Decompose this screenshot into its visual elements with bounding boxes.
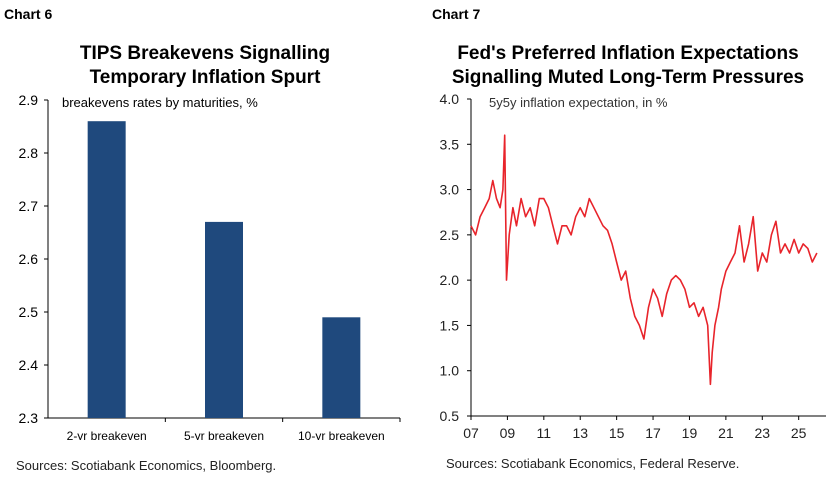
- chart7-title-line-1: Fed's Preferred Inflation Expectations: [457, 43, 799, 64]
- chart6-y-tick-label: 2.3: [19, 410, 39, 426]
- chart7-y-tick-label: 0.5: [440, 408, 460, 424]
- chart7-x-tick-label: 21: [718, 425, 734, 441]
- chart6-y-tick-label: 2.9: [19, 92, 39, 108]
- chart7-x-tick-label: 23: [754, 425, 770, 441]
- chart6-title-line-1: TIPS Breakevens Signalling: [79, 43, 331, 64]
- chart7-y-tick-label: 3.5: [440, 136, 460, 152]
- chart7-x-tick-label: 11: [537, 425, 552, 441]
- chart6-y-tick-label: 2.4: [19, 357, 39, 373]
- chart6-subtitle: breakevens rates by maturities, %: [62, 95, 258, 110]
- chart6-x-tick-label: 2-yr breakeven: [67, 429, 147, 440]
- chart7-subtitle: 5y5y inflation expectation, in %: [489, 95, 668, 110]
- chart7-series-line: [470, 134, 818, 386]
- chart7-label: Chart 7: [432, 6, 481, 22]
- chart7-y-tick-label: 4.0: [440, 91, 460, 107]
- chart6-plot: breakevens rates by maturities, % 2.9 2.8…: [19, 92, 401, 440]
- chart6-source: Sources: Scotiabank Economics, Bloomberg…: [16, 458, 277, 473]
- chart7-title: Fed's Preferred Inflation Expectations S…: [428, 42, 828, 90]
- chart6-label: Chart 6: [4, 6, 53, 22]
- chart6-y-tick-label: 2.8: [19, 145, 39, 161]
- chart6-title-line-2: Temporary Inflation Spurt: [89, 67, 321, 88]
- chart7-x-tick-label: 13: [572, 425, 588, 441]
- chart7-y-tick-label: 3.0: [440, 182, 460, 198]
- chart7-x-tick-label: 09: [500, 425, 516, 441]
- chart6-y-tick-label: 2.6: [19, 251, 39, 267]
- chart6-x-tick-label: 10-yr breakeven: [298, 429, 385, 440]
- chart7-y-tick-label: 1.5: [440, 317, 460, 333]
- chart6-x-tick-label: 5-yr breakeven: [184, 429, 264, 440]
- chart6-bar: [87, 121, 126, 418]
- chart7-x-tick-label: 07: [463, 425, 479, 441]
- chart7-title-line-2: Signalling Muted Long-Term Pressures: [451, 67, 805, 88]
- chart7-x-tick-label: 25: [791, 425, 807, 441]
- chart7-y-tick-label: 2.5: [440, 227, 460, 243]
- chart6-bar: [205, 221, 243, 418]
- chart6-title: TIPS Breakevens Signalling Temporary Inf…: [40, 42, 370, 90]
- chart7-x-tick-label: 15: [609, 425, 625, 441]
- chart7-x-tick-label: 17: [645, 425, 661, 441]
- chart7-y-tick-label: 2.0: [440, 272, 460, 288]
- chart6-y-tick-label: 2.7: [19, 198, 39, 214]
- chart6-y-tick-label: 2.5: [19, 304, 39, 320]
- chart7-source: Sources: Scotiabank Economics, Federal R…: [446, 456, 740, 471]
- chart7-x-tick-label: 19: [682, 425, 698, 441]
- chart7-y-tick-label: 1.0: [440, 363, 460, 379]
- chart6-bar: [322, 317, 361, 418]
- chart7-plot: 5y5y inflation expectation, in % 4.0 3.5 3…: [440, 91, 826, 441]
